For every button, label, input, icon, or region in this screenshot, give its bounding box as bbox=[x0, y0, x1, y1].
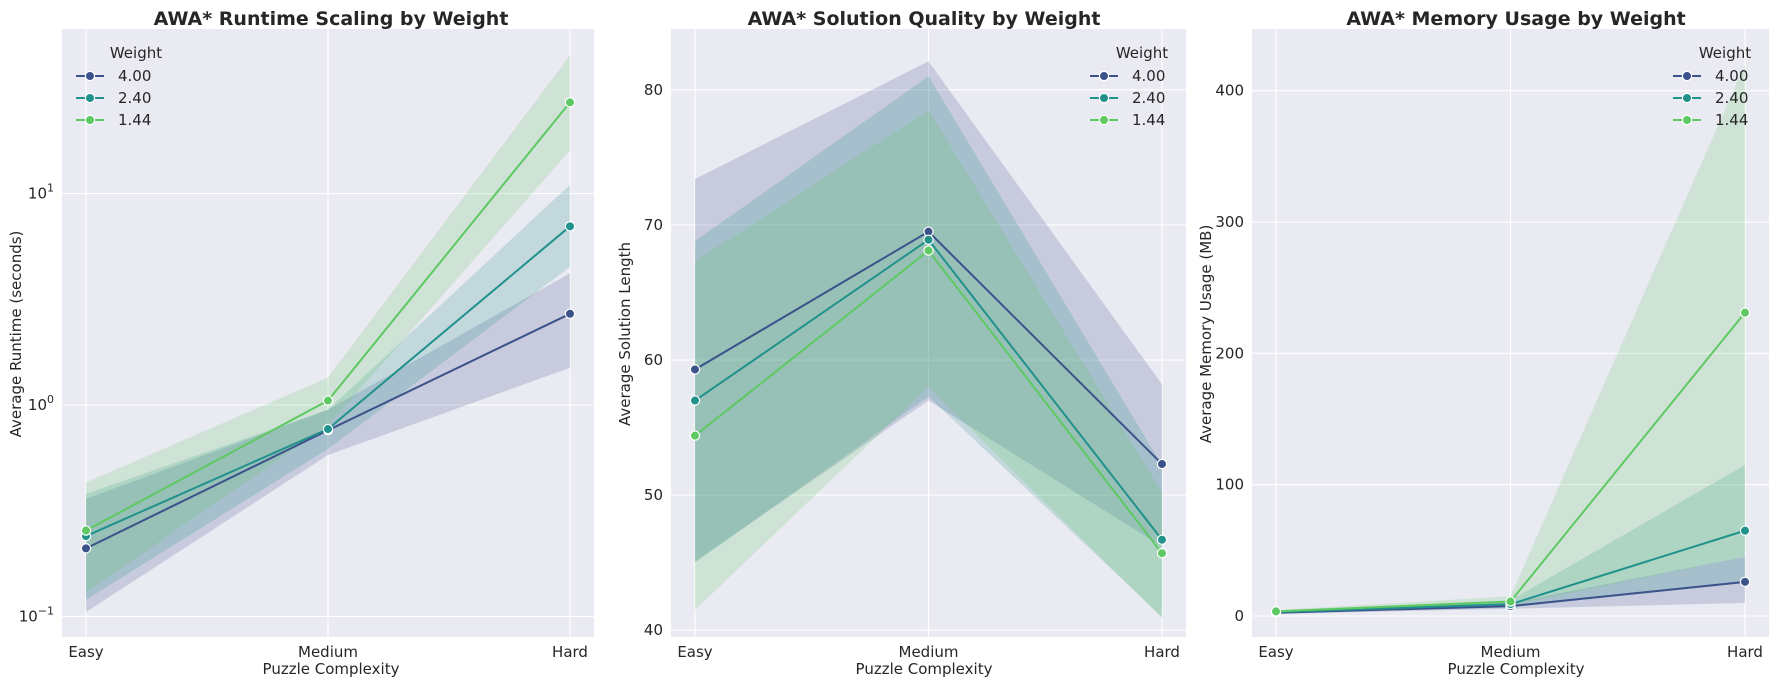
quality-y-tick-label: 60 bbox=[644, 351, 663, 369]
runtime-x-tick-label: Hard bbox=[552, 643, 588, 661]
runtime-data-point bbox=[80, 525, 92, 536]
quality-legend-label: 2.40 bbox=[1132, 89, 1165, 107]
quality-chart-title: AWA* Solution Quality by Weight bbox=[748, 8, 1101, 30]
runtime-data-point bbox=[80, 543, 92, 554]
memory-x-tick-label: Hard bbox=[1727, 643, 1763, 661]
quality-y-tick-label: 50 bbox=[644, 486, 663, 504]
quality-legend-label: 1.44 bbox=[1132, 111, 1165, 129]
runtime-legend-marker bbox=[84, 92, 96, 104]
memory-y-tick-label: 200 bbox=[1215, 344, 1244, 362]
memory-data-point bbox=[1270, 606, 1282, 617]
runtime-legend-marker bbox=[84, 70, 96, 82]
memory-legend-label: 1.44 bbox=[1715, 111, 1748, 129]
runtime-data-point bbox=[564, 221, 576, 232]
runtime-legend: Weight 4.00 2.40 1.44 bbox=[76, 44, 162, 129]
runtime-x-tick-label: Medium bbox=[298, 643, 358, 661]
quality-y-tick-label: 80 bbox=[644, 81, 663, 99]
memory-ci-band-1.44 bbox=[1276, 64, 1745, 613]
memory-legend-label: 2.40 bbox=[1715, 89, 1748, 107]
quality-legend-marker bbox=[1098, 92, 1110, 104]
memory-x-tick-label: Easy bbox=[1258, 643, 1293, 661]
memory-data-point bbox=[1739, 576, 1751, 588]
quality-data-point bbox=[1156, 458, 1168, 470]
memory-legend-marker bbox=[1681, 92, 1693, 104]
quality-data-point bbox=[689, 364, 701, 375]
quality-legend: Weight 4.00 2.40 1.44 bbox=[1090, 44, 1168, 129]
memory-legend-marker bbox=[1681, 70, 1693, 82]
memory-chart-panel: Easy Medium Hard 0 100 200 300 400 Weight 4.00 2.4… bbox=[1197, 8, 1769, 678]
runtime-x-tick-label: Easy bbox=[68, 643, 103, 661]
memory-data-point bbox=[1505, 596, 1516, 607]
quality-x-tick-label: Easy bbox=[677, 643, 712, 661]
runtime-chart-title: AWA* Runtime Scaling by Weight bbox=[154, 8, 509, 30]
quality-ci-band-2.40 bbox=[695, 76, 1162, 617]
runtime-chart-panel: Easy Medium Hard10−1100101Weight4.002.401.… bbox=[7, 8, 594, 678]
quality-data-point bbox=[689, 395, 701, 406]
quality-plot-area: Easy Medium Hard 40 50 60 70 80 bbox=[644, 29, 1186, 661]
memory-legend-label: 4.00 bbox=[1715, 67, 1748, 85]
memory-y-tick-label: 300 bbox=[1215, 213, 1244, 231]
runtime-y-axis-label: Average Runtime (seconds) bbox=[7, 231, 25, 438]
runtime-legend-marker bbox=[84, 114, 96, 126]
runtime-legend-label: 1.44 bbox=[118, 111, 151, 129]
quality-legend-marker bbox=[1098, 70, 1110, 82]
memory-legend-title: Weight bbox=[1699, 44, 1751, 62]
quality-data-point bbox=[1156, 534, 1168, 545]
quality-y-tick-label: 40 bbox=[644, 621, 663, 639]
runtime-ci-band-4.00 bbox=[86, 273, 570, 613]
quality-data-point bbox=[689, 430, 701, 441]
memory-plot-area: Easy Medium Hard 0 100 200 300 400 bbox=[1215, 29, 1769, 661]
memory-ci-band-2.40 bbox=[1276, 464, 1745, 614]
quality-legend-marker bbox=[1098, 114, 1110, 126]
quality-ci-band-4.00 bbox=[695, 61, 1162, 562]
memory-chart-title: AWA* Memory Usage by Weight bbox=[1346, 8, 1685, 30]
quality-x-tick-label: Hard bbox=[1144, 643, 1180, 661]
quality-data-point bbox=[1156, 548, 1168, 559]
memory-legend: Weight 4.00 2.40 1.44 bbox=[1673, 44, 1751, 129]
quality-y-axis-label: Average Solution Length bbox=[616, 242, 634, 426]
quality-legend-label: 4.00 bbox=[1132, 67, 1165, 85]
memory-ci-band-4.00 bbox=[1276, 556, 1745, 615]
quality-data-point bbox=[923, 234, 934, 245]
quality-chart-panel: Easy Medium Hard 40 50 60 70 80 Weight 4.00 2.40 1.… bbox=[616, 8, 1186, 678]
runtime-legend-label: 2.40 bbox=[118, 89, 151, 107]
runtime-ci-band-1.44 bbox=[86, 55, 570, 593]
runtime-legend-title: Weight bbox=[110, 44, 162, 62]
runtime-legend-label: 4.00 bbox=[118, 67, 151, 85]
runtime-data-point bbox=[322, 395, 334, 406]
quality-ci-band-1.44 bbox=[695, 110, 1162, 619]
quality-y-tick-label: 70 bbox=[644, 216, 663, 234]
memory-data-point bbox=[1739, 525, 1751, 536]
memory-data-point bbox=[1739, 307, 1751, 318]
quality-legend-title: Weight bbox=[1116, 44, 1168, 62]
memory-legend-marker bbox=[1681, 114, 1693, 126]
memory-x-axis-label: Puzzle Complexity bbox=[1448, 660, 1585, 678]
quality-data-point bbox=[923, 245, 934, 256]
runtime-data-point bbox=[564, 97, 576, 108]
memory-y-tick-label: 400 bbox=[1215, 82, 1244, 100]
runtime-data-point bbox=[564, 308, 576, 320]
memory-y-tick-label: 100 bbox=[1215, 476, 1244, 494]
runtime-x-axis-label: Puzzle Complexity bbox=[263, 660, 400, 678]
runtime-data-point bbox=[322, 423, 334, 435]
memory-y-axis-label: Average Memory Usage (MB) bbox=[1197, 225, 1215, 444]
quality-x-axis-label: Puzzle Complexity bbox=[856, 660, 993, 678]
runtime-ci-band-2.40 bbox=[86, 184, 570, 600]
memory-y-tick-label: 0 bbox=[1234, 607, 1244, 625]
memory-x-tick-label: Medium bbox=[1481, 643, 1541, 661]
quality-x-tick-label: Medium bbox=[899, 643, 959, 661]
